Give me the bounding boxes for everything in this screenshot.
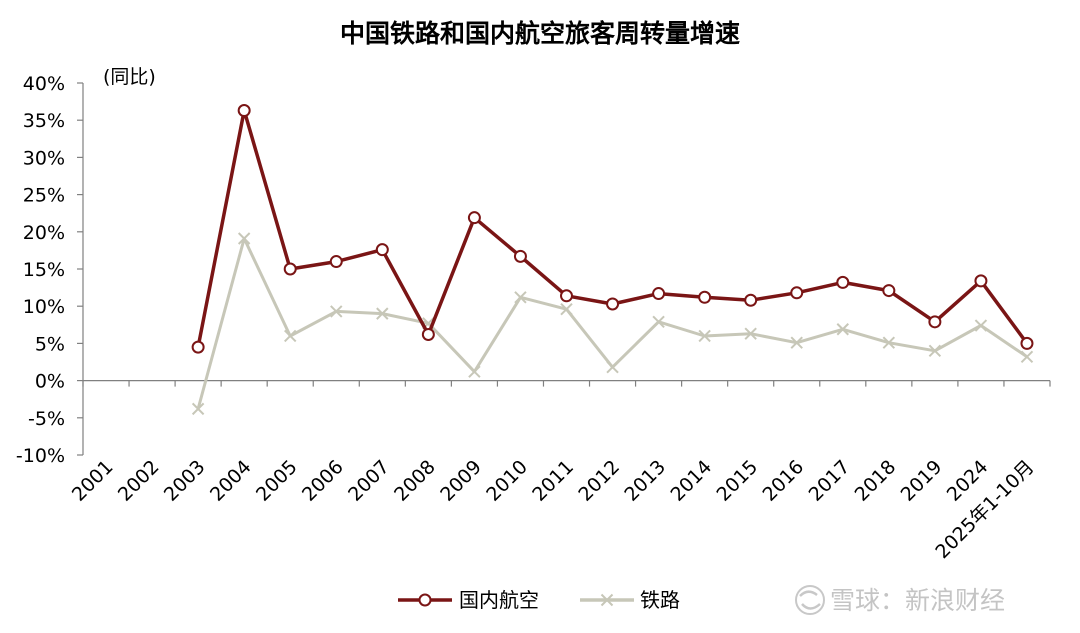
data-point	[974, 274, 988, 288]
x-tick-label: 2014	[666, 456, 716, 506]
x-tick-label: 2009	[436, 456, 486, 506]
legend-item: 铁路	[580, 588, 680, 612]
data-point	[514, 291, 527, 304]
data-point	[744, 293, 758, 307]
data-point	[237, 232, 251, 245]
x-tick-label: 2018	[851, 456, 901, 506]
y-tick-label: 5%	[35, 333, 65, 355]
data-point	[330, 305, 343, 318]
y-tick-label: -10%	[16, 445, 65, 467]
x-tick-label: 2007	[344, 456, 394, 506]
x-tick-label: 2002	[114, 456, 164, 506]
y-tick-label: 25%	[23, 185, 65, 207]
x-tick-label: 2012	[574, 456, 624, 506]
data-point	[744, 327, 757, 340]
data-point	[560, 289, 573, 303]
y-tick-label: -5%	[28, 408, 65, 430]
data-point	[284, 329, 297, 343]
data-point	[560, 302, 573, 316]
series-lines	[191, 104, 1034, 416]
x-tick-label: 2001	[68, 456, 118, 506]
x-tick-label: 2005	[252, 456, 302, 506]
series-铁路	[191, 232, 1034, 416]
x-tick-label: 2019	[897, 456, 947, 506]
legend-marker	[418, 593, 432, 607]
data-point	[191, 402, 205, 416]
data-point	[468, 365, 481, 378]
y-tick-label: 35%	[23, 110, 65, 132]
legend-item: 国内航空	[398, 588, 539, 612]
data-point	[283, 262, 297, 276]
axes	[82, 83, 1050, 455]
legend-label: 铁路	[640, 588, 680, 612]
data-point	[606, 361, 619, 374]
x-tick-label: 2013	[620, 456, 670, 506]
data-point	[1020, 350, 1034, 363]
y-tick-label: 20%	[23, 222, 65, 244]
watermark: 雪球：新浪财经	[795, 585, 1005, 615]
data-point	[790, 286, 804, 300]
x-tick-label: 2015	[712, 456, 762, 506]
watermark-text: 雪球：新浪财经	[830, 586, 1005, 615]
data-point	[652, 315, 665, 329]
data-point	[882, 336, 896, 349]
x-tick-label: 2010	[482, 456, 532, 506]
x-tick-label: 2017	[805, 456, 855, 506]
data-point	[928, 344, 942, 358]
y-axis-ticks: 40% 35% 30% 25% 20% 15% 10% 5% 0% -5% -10%	[16, 73, 83, 467]
data-point	[376, 307, 389, 320]
data-point	[421, 327, 435, 341]
y-tick-label: 0%	[35, 371, 65, 393]
series-line	[196, 108, 1029, 348]
data-point	[974, 319, 988, 332]
x-tick-label: 2016	[759, 456, 809, 506]
data-point	[836, 275, 850, 289]
data-point	[698, 329, 711, 343]
data-point	[329, 255, 343, 269]
data-point	[191, 340, 205, 354]
data-point	[513, 249, 527, 263]
y-axis-unit-label: (同比)	[103, 66, 156, 88]
x-tick-label: 2003	[160, 456, 210, 506]
y-tick-label: 30%	[23, 147, 65, 169]
x-tick-label: 2006	[298, 456, 348, 506]
series-国内航空	[191, 104, 1034, 354]
data-point	[790, 336, 803, 349]
y-tick-label: 15%	[23, 259, 65, 281]
x-axis-ticks: 2001200220032004200520062007200820092010…	[68, 380, 1051, 563]
legend: 国内航空 铁路	[398, 588, 680, 612]
watermark-logo-icon	[795, 585, 825, 615]
data-point	[928, 315, 942, 329]
data-point	[467, 211, 481, 225]
x-tick-label: 2011	[528, 456, 578, 506]
legend-label: 国内航空	[459, 588, 539, 612]
data-point	[836, 323, 849, 336]
data-point	[882, 284, 896, 298]
y-tick-label: 10%	[23, 296, 65, 318]
data-point	[237, 104, 251, 118]
x-tick-label: 2008	[390, 456, 440, 506]
data-point	[652, 287, 666, 301]
data-point	[1020, 336, 1034, 350]
data-point	[375, 243, 389, 257]
data-point	[606, 297, 620, 311]
x-tick-label: 2004	[206, 456, 256, 506]
chart-title: 中国铁路和国内航空旅客周转量增速	[340, 19, 740, 48]
data-point	[698, 290, 712, 304]
y-tick-label: 40%	[23, 73, 65, 95]
legend-marker	[600, 593, 614, 607]
